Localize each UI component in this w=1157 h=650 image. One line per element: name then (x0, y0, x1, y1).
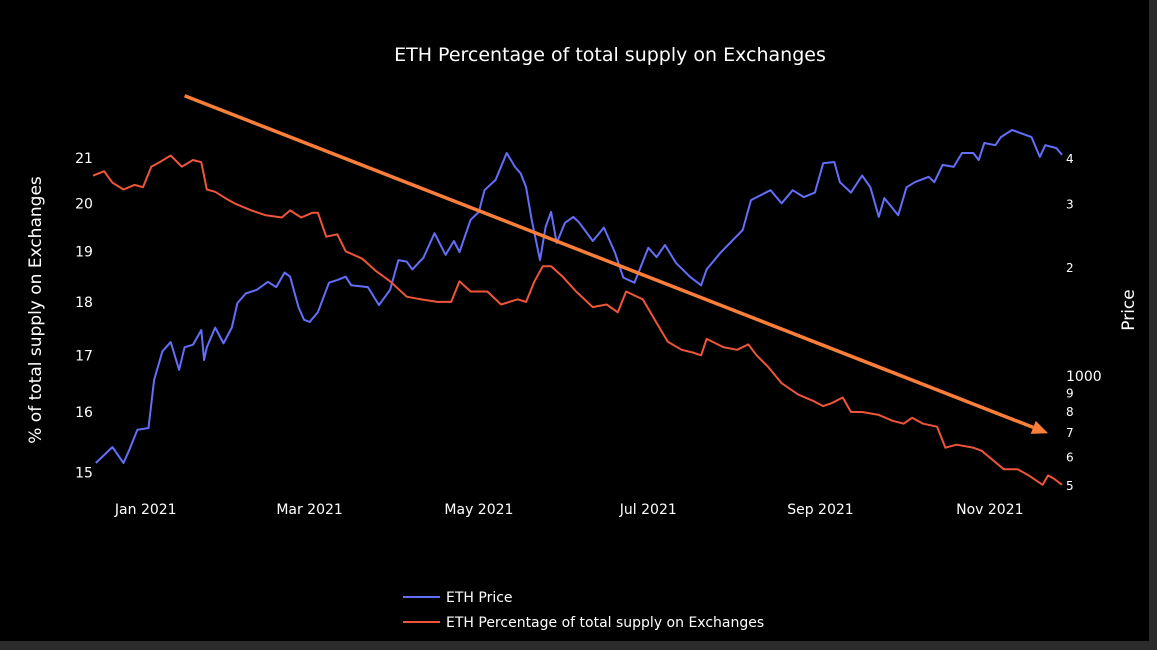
annotations (183, 94, 1049, 434)
y-left-tick-label: 19 (75, 244, 93, 260)
y-right-tick-label: 3 (1066, 197, 1074, 211)
legend: ETH Price ETH Percentage of total supply… (403, 590, 764, 631)
y-right-tick-label: 4 (1066, 152, 1074, 166)
y-left-tick-label: 17 (75, 348, 93, 364)
legend-label-eth-price: ETH Price (446, 590, 513, 606)
x-tick-label: Nov 2021 (956, 502, 1023, 518)
plot-area (92, 129, 1063, 486)
trend-arrow-shaft (183, 94, 1034, 430)
chart-title: ETH Percentage of total supply on Exchan… (394, 44, 826, 66)
y-right-tick-label: 6 (1066, 450, 1074, 464)
series-line-eth-price (95, 129, 1063, 464)
y-left-tick-label: 20 (75, 196, 93, 212)
y-left-axis-ticks: 15 16 17 18 19 20 21 (75, 151, 93, 482)
x-axis-ticks: Jan 2021 Mar 2021 May 2021 Jul 2021 Sep 2021… (114, 502, 1024, 518)
y-right-tick-label: 7 (1066, 426, 1074, 440)
y-left-tick-label: 15 (75, 465, 93, 481)
x-tick-label: Jan 2021 (114, 502, 177, 518)
y-right-axis-ticks: 5 6 7 8 9 1000 2 3 4 (1066, 152, 1102, 493)
y-right-tick-label: 1000 (1066, 369, 1102, 385)
x-tick-label: Jul 2021 (619, 502, 677, 518)
trend-arrow-head (1030, 420, 1049, 434)
legend-label-eth-supply-pct: ETH Percentage of total supply on Exchan… (446, 615, 764, 631)
x-tick-label: Sep 2021 (787, 502, 853, 518)
y-left-tick-label: 21 (75, 151, 93, 167)
legend-item-eth-price[interactable]: ETH Price (403, 590, 513, 606)
y-right-axis-title: Price (1119, 289, 1139, 330)
legend-item-eth-supply-pct[interactable]: ETH Percentage of total supply on Exchan… (403, 615, 764, 631)
y-right-tick-label: 5 (1066, 479, 1074, 493)
y-right-tick-label: 8 (1066, 405, 1074, 419)
y-right-tick-label: 2 (1066, 261, 1074, 275)
window-edge-bottom (0, 641, 1157, 650)
y-left-tick-label: 18 (75, 295, 93, 311)
window-edge-right (1149, 0, 1157, 650)
x-tick-label: May 2021 (444, 502, 513, 518)
series-line-eth-supply-pct (92, 154, 1063, 486)
y-left-axis-title: % of total supply on Exchanges (26, 176, 46, 444)
y-right-tick-label: 9 (1066, 387, 1074, 401)
y-left-tick-label: 16 (75, 405, 93, 421)
x-tick-label: Mar 2021 (276, 502, 343, 518)
